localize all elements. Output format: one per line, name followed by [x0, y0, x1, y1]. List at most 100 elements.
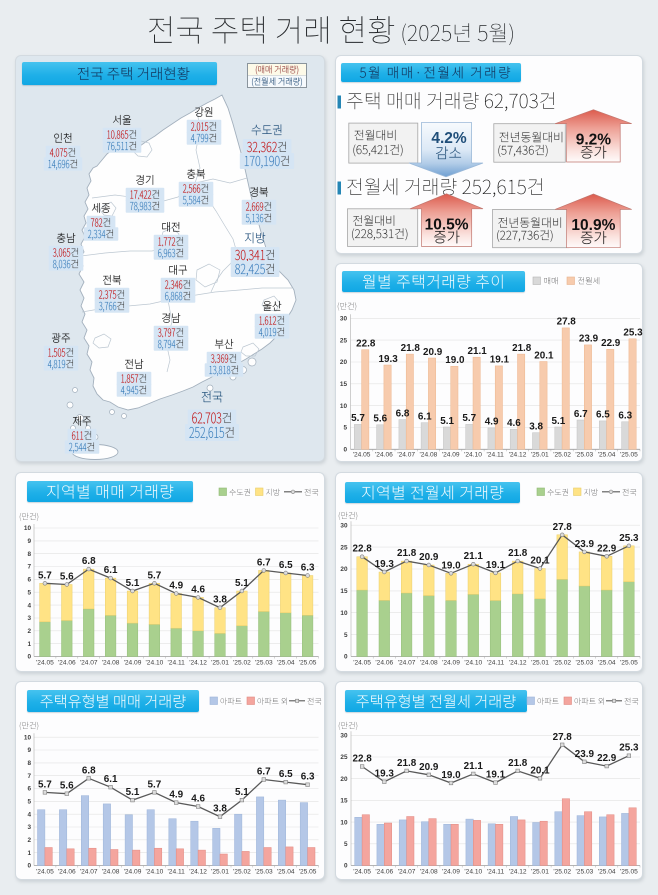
- svg-text:9: 9: [27, 747, 31, 754]
- svg-text:4.6: 4.6: [191, 584, 205, 595]
- svg-text:20.1: 20.1: [534, 350, 554, 361]
- svg-text:5.7: 5.7: [462, 413, 476, 424]
- svg-text:'24.07: '24.07: [80, 869, 98, 876]
- svg-text:4: 4: [27, 811, 31, 818]
- svg-text:'25.04: '25.04: [598, 869, 616, 876]
- svg-text:22.9: 22.9: [597, 753, 617, 764]
- svg-text:6.8: 6.8: [82, 556, 96, 567]
- svg-text:3.8: 3.8: [213, 804, 227, 815]
- svg-text:19.1: 19.1: [490, 355, 510, 366]
- svg-text:'24.11: '24.11: [168, 869, 186, 876]
- svg-text:'24.11: '24.11: [487, 869, 505, 876]
- svg-text:21.8: 21.8: [508, 758, 528, 769]
- svg-text:10: 10: [24, 734, 32, 741]
- svg-text:'24.07: '24.07: [80, 660, 98, 667]
- svg-text:20: 20: [340, 359, 348, 366]
- svg-text:20.1: 20.1: [530, 556, 550, 567]
- svg-text:22.9: 22.9: [601, 338, 621, 349]
- svg-text:21.8: 21.8: [508, 548, 528, 559]
- svg-text:'25.02: '25.02: [553, 869, 571, 876]
- svg-text:'25.05: '25.05: [620, 452, 638, 459]
- svg-text:'25.03: '25.03: [255, 869, 273, 876]
- svg-text:10.9%: 10.9%: [571, 217, 615, 234]
- svg-text:6: 6: [27, 786, 31, 793]
- svg-text:'25.03: '25.03: [576, 660, 594, 667]
- svg-text:27.8: 27.8: [553, 522, 573, 533]
- svg-text:6.1: 6.1: [104, 565, 118, 576]
- svg-text:'24.06: '24.06: [375, 869, 393, 876]
- svg-text:25.3: 25.3: [623, 328, 643, 339]
- svg-text:0: 0: [344, 863, 348, 870]
- svg-text:'25.02: '25.02: [553, 452, 571, 459]
- svg-text:6.7: 6.7: [257, 767, 271, 778]
- svg-text:20: 20: [340, 566, 348, 573]
- svg-text:3.8: 3.8: [213, 595, 227, 606]
- svg-text:6.1: 6.1: [104, 774, 118, 785]
- svg-text:30: 30: [340, 733, 348, 740]
- svg-text:20: 20: [340, 776, 348, 783]
- svg-text:5.1: 5.1: [235, 787, 249, 798]
- svg-text:23.9: 23.9: [579, 334, 599, 345]
- svg-text:6.5: 6.5: [596, 410, 610, 421]
- svg-text:'24.08: '24.08: [102, 869, 120, 876]
- svg-text:'24.12: '24.12: [189, 660, 207, 667]
- svg-text:20.9: 20.9: [423, 347, 443, 358]
- svg-text:19.3: 19.3: [375, 559, 395, 570]
- svg-text:5.6: 5.6: [60, 572, 74, 583]
- svg-text:'25.03: '25.03: [255, 660, 273, 667]
- svg-text:5.7: 5.7: [351, 413, 365, 424]
- svg-text:22.8: 22.8: [352, 544, 372, 555]
- svg-text:1: 1: [27, 641, 31, 648]
- svg-text:27.8: 27.8: [553, 732, 573, 743]
- svg-text:10: 10: [340, 610, 348, 617]
- svg-text:3.8: 3.8: [529, 422, 543, 433]
- svg-text:9: 9: [27, 538, 31, 545]
- svg-text:5: 5: [344, 841, 348, 848]
- svg-text:5.7: 5.7: [38, 570, 52, 581]
- svg-text:19.3: 19.3: [378, 354, 398, 365]
- svg-text:'24.10: '24.10: [464, 452, 482, 459]
- svg-text:'24.10: '24.10: [464, 660, 482, 667]
- svg-text:6.5: 6.5: [279, 560, 293, 571]
- svg-text:'25.04: '25.04: [277, 869, 295, 876]
- svg-text:21.8: 21.8: [397, 758, 417, 769]
- svg-text:5.6: 5.6: [60, 781, 74, 792]
- svg-text:21.1: 21.1: [464, 761, 484, 772]
- svg-text:8: 8: [27, 760, 31, 767]
- svg-text:'25.02: '25.02: [233, 869, 251, 876]
- svg-text:5: 5: [344, 632, 348, 639]
- svg-text:'24.06: '24.06: [375, 452, 393, 459]
- svg-text:21.8: 21.8: [397, 548, 417, 559]
- svg-text:'25.04: '25.04: [598, 660, 616, 667]
- svg-text:20.9: 20.9: [419, 762, 439, 773]
- svg-text:'24.12: '24.12: [509, 660, 527, 667]
- svg-text:'25.04: '25.04: [277, 660, 295, 667]
- svg-text:30: 30: [340, 522, 348, 529]
- svg-text:0: 0: [27, 654, 31, 661]
- svg-text:5.7: 5.7: [148, 779, 162, 790]
- svg-text:25.3: 25.3: [619, 743, 639, 754]
- svg-text:3: 3: [27, 615, 31, 622]
- svg-text:22.8: 22.8: [352, 754, 372, 765]
- svg-text:'24.07: '24.07: [398, 660, 416, 667]
- svg-text:7: 7: [27, 564, 31, 571]
- svg-text:'25.01: '25.01: [531, 452, 549, 459]
- svg-text:'25.01: '25.01: [211, 869, 229, 876]
- svg-text:5: 5: [27, 799, 31, 806]
- svg-text:10: 10: [340, 403, 348, 410]
- svg-text:6.8: 6.8: [82, 765, 96, 776]
- svg-text:2: 2: [27, 837, 31, 844]
- svg-text:9.2%: 9.2%: [576, 131, 612, 148]
- svg-text:'25.01: '25.01: [531, 660, 549, 667]
- svg-text:6.7: 6.7: [574, 409, 588, 420]
- svg-text:'24.11: '24.11: [168, 660, 186, 667]
- svg-text:19.0: 19.0: [441, 770, 461, 781]
- svg-text:19.0: 19.0: [445, 355, 465, 366]
- svg-text:'24.11: '24.11: [487, 452, 505, 459]
- svg-text:20.9: 20.9: [419, 552, 439, 563]
- svg-text:25: 25: [340, 544, 348, 551]
- svg-text:'24.09: '24.09: [442, 869, 460, 876]
- svg-text:4.9: 4.9: [169, 790, 183, 801]
- svg-text:'24.06: '24.06: [375, 660, 393, 667]
- svg-text:'24.06: '24.06: [58, 660, 76, 667]
